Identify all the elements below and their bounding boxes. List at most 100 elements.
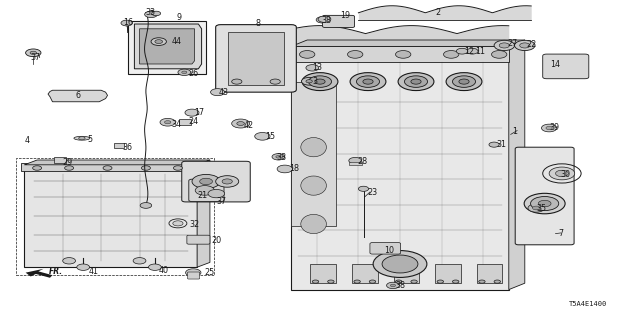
Bar	[21, 163, 200, 171]
Circle shape	[446, 73, 482, 91]
Circle shape	[145, 11, 157, 18]
FancyBboxPatch shape	[515, 147, 574, 245]
Bar	[24, 165, 197, 267]
Circle shape	[182, 71, 187, 74]
Text: 18: 18	[289, 164, 300, 173]
Circle shape	[411, 280, 417, 283]
Text: 24: 24	[189, 117, 199, 126]
Circle shape	[276, 156, 281, 158]
Circle shape	[404, 76, 428, 87]
Circle shape	[396, 51, 411, 58]
FancyBboxPatch shape	[543, 54, 589, 79]
Circle shape	[538, 200, 551, 207]
Circle shape	[312, 280, 319, 283]
Bar	[352, 264, 378, 283]
Circle shape	[270, 79, 280, 84]
Circle shape	[121, 20, 132, 26]
Circle shape	[79, 137, 85, 140]
Circle shape	[437, 280, 444, 283]
Circle shape	[306, 80, 312, 83]
Text: 8: 8	[256, 19, 261, 28]
Circle shape	[358, 186, 369, 191]
Circle shape	[452, 76, 476, 87]
Text: 20: 20	[211, 236, 221, 245]
Circle shape	[315, 79, 325, 84]
Text: 34: 34	[172, 120, 182, 129]
Text: 3: 3	[312, 77, 317, 86]
Circle shape	[164, 121, 171, 124]
Circle shape	[354, 280, 360, 283]
Circle shape	[396, 280, 402, 283]
Circle shape	[26, 49, 41, 57]
Text: 14: 14	[550, 60, 561, 69]
Circle shape	[300, 51, 315, 58]
FancyBboxPatch shape	[323, 15, 355, 28]
Circle shape	[494, 280, 500, 283]
Circle shape	[151, 38, 166, 45]
Circle shape	[155, 40, 163, 44]
Text: 22: 22	[526, 40, 536, 49]
Polygon shape	[134, 24, 202, 69]
Circle shape	[318, 16, 331, 22]
Circle shape	[232, 79, 242, 84]
Polygon shape	[48, 90, 108, 102]
Circle shape	[33, 166, 42, 170]
Bar	[291, 46, 509, 62]
Text: 36: 36	[123, 143, 133, 152]
Circle shape	[328, 280, 334, 283]
Text: 38: 38	[322, 16, 332, 25]
Circle shape	[272, 154, 285, 160]
Circle shape	[524, 193, 565, 214]
Text: 29: 29	[63, 158, 73, 167]
Text: FR.: FR.	[49, 268, 63, 276]
FancyBboxPatch shape	[216, 25, 296, 92]
Circle shape	[452, 280, 459, 283]
Circle shape	[140, 203, 152, 208]
Circle shape	[237, 122, 244, 125]
Circle shape	[148, 264, 161, 270]
Text: 41: 41	[88, 267, 99, 276]
Circle shape	[65, 166, 74, 170]
Circle shape	[133, 258, 146, 264]
Text: 37: 37	[216, 197, 227, 206]
Text: 26: 26	[189, 69, 199, 78]
Circle shape	[515, 40, 535, 51]
Circle shape	[301, 77, 317, 85]
Text: 7: 7	[558, 229, 563, 238]
FancyBboxPatch shape	[189, 179, 224, 202]
Circle shape	[192, 174, 220, 188]
Bar	[435, 264, 461, 283]
Text: T5A4E1400: T5A4E1400	[568, 300, 607, 307]
Circle shape	[200, 178, 212, 185]
Circle shape	[306, 65, 319, 71]
Circle shape	[173, 221, 183, 226]
Bar	[394, 264, 419, 283]
Circle shape	[363, 79, 373, 84]
Circle shape	[528, 204, 545, 212]
Text: 21: 21	[197, 191, 207, 200]
Polygon shape	[197, 160, 210, 267]
Circle shape	[186, 269, 201, 276]
Circle shape	[456, 48, 468, 54]
Circle shape	[532, 206, 540, 210]
Bar	[310, 264, 336, 283]
Circle shape	[556, 170, 568, 177]
Bar	[128, 21, 206, 74]
Text: 43: 43	[219, 88, 229, 97]
Circle shape	[356, 76, 380, 87]
Text: 17: 17	[195, 108, 205, 117]
Text: 23: 23	[367, 188, 378, 197]
FancyBboxPatch shape	[370, 243, 401, 254]
Circle shape	[302, 73, 338, 91]
Text: 38: 38	[396, 281, 406, 290]
Circle shape	[499, 43, 509, 48]
Text: 5: 5	[87, 135, 92, 144]
Text: 25: 25	[205, 268, 215, 277]
Text: 15: 15	[266, 132, 276, 141]
Circle shape	[349, 157, 362, 164]
Bar	[291, 82, 336, 226]
Circle shape	[195, 186, 214, 195]
Text: 37: 37	[31, 53, 41, 62]
Text: 4: 4	[24, 136, 29, 145]
Circle shape	[549, 167, 575, 180]
